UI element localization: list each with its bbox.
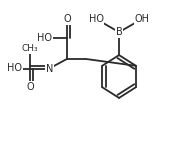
Text: HO: HO — [37, 33, 52, 43]
Text: O: O — [27, 82, 34, 92]
Text: HO: HO — [7, 63, 22, 73]
Text: O: O — [63, 14, 71, 24]
Text: N: N — [46, 64, 53, 74]
Text: B: B — [116, 27, 122, 37]
Text: OH: OH — [135, 14, 150, 24]
Text: HO: HO — [89, 14, 104, 24]
Text: CH₃: CH₃ — [22, 45, 39, 53]
